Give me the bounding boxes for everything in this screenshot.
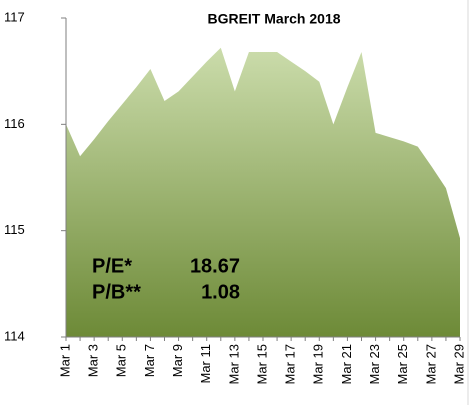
- annotation-label: P/E*: [92, 255, 132, 277]
- x-tick-label: Mar 11: [198, 344, 213, 384]
- x-tick-label: Mar 25: [395, 344, 410, 384]
- annotation-value: 18.67: [190, 255, 240, 277]
- x-tick-label: Mar 27: [423, 344, 438, 384]
- y-tick-label: 115: [4, 222, 25, 237]
- x-tick-label: Mar 9: [170, 344, 185, 377]
- x-tick-label: Mar 29: [451, 344, 466, 384]
- x-tick-label: Mar 19: [311, 344, 326, 384]
- area: [66, 47, 460, 337]
- y-tick-label: 114: [4, 328, 25, 343]
- x-tick-label: Mar 1: [57, 344, 72, 377]
- x-tick-label: Mar 5: [114, 344, 129, 377]
- x-tick-label: Mar 3: [86, 344, 101, 377]
- x-tick-label: Mar 13: [226, 344, 241, 384]
- annotation-label: P/B**: [92, 281, 141, 303]
- y-tick-label: 116: [4, 116, 25, 131]
- x-tick-label: Mar 23: [367, 344, 382, 384]
- annotation-value: 1.08: [201, 281, 240, 303]
- x-tick-label: Mar 21: [339, 344, 354, 384]
- x-tick-label: Mar 15: [254, 344, 269, 384]
- x-tick-label: Mar 17: [283, 344, 298, 384]
- chart-title: BGREIT March 2018: [207, 11, 340, 27]
- y-tick-label: 117: [4, 9, 25, 24]
- x-tick-label: Mar 7: [142, 344, 157, 377]
